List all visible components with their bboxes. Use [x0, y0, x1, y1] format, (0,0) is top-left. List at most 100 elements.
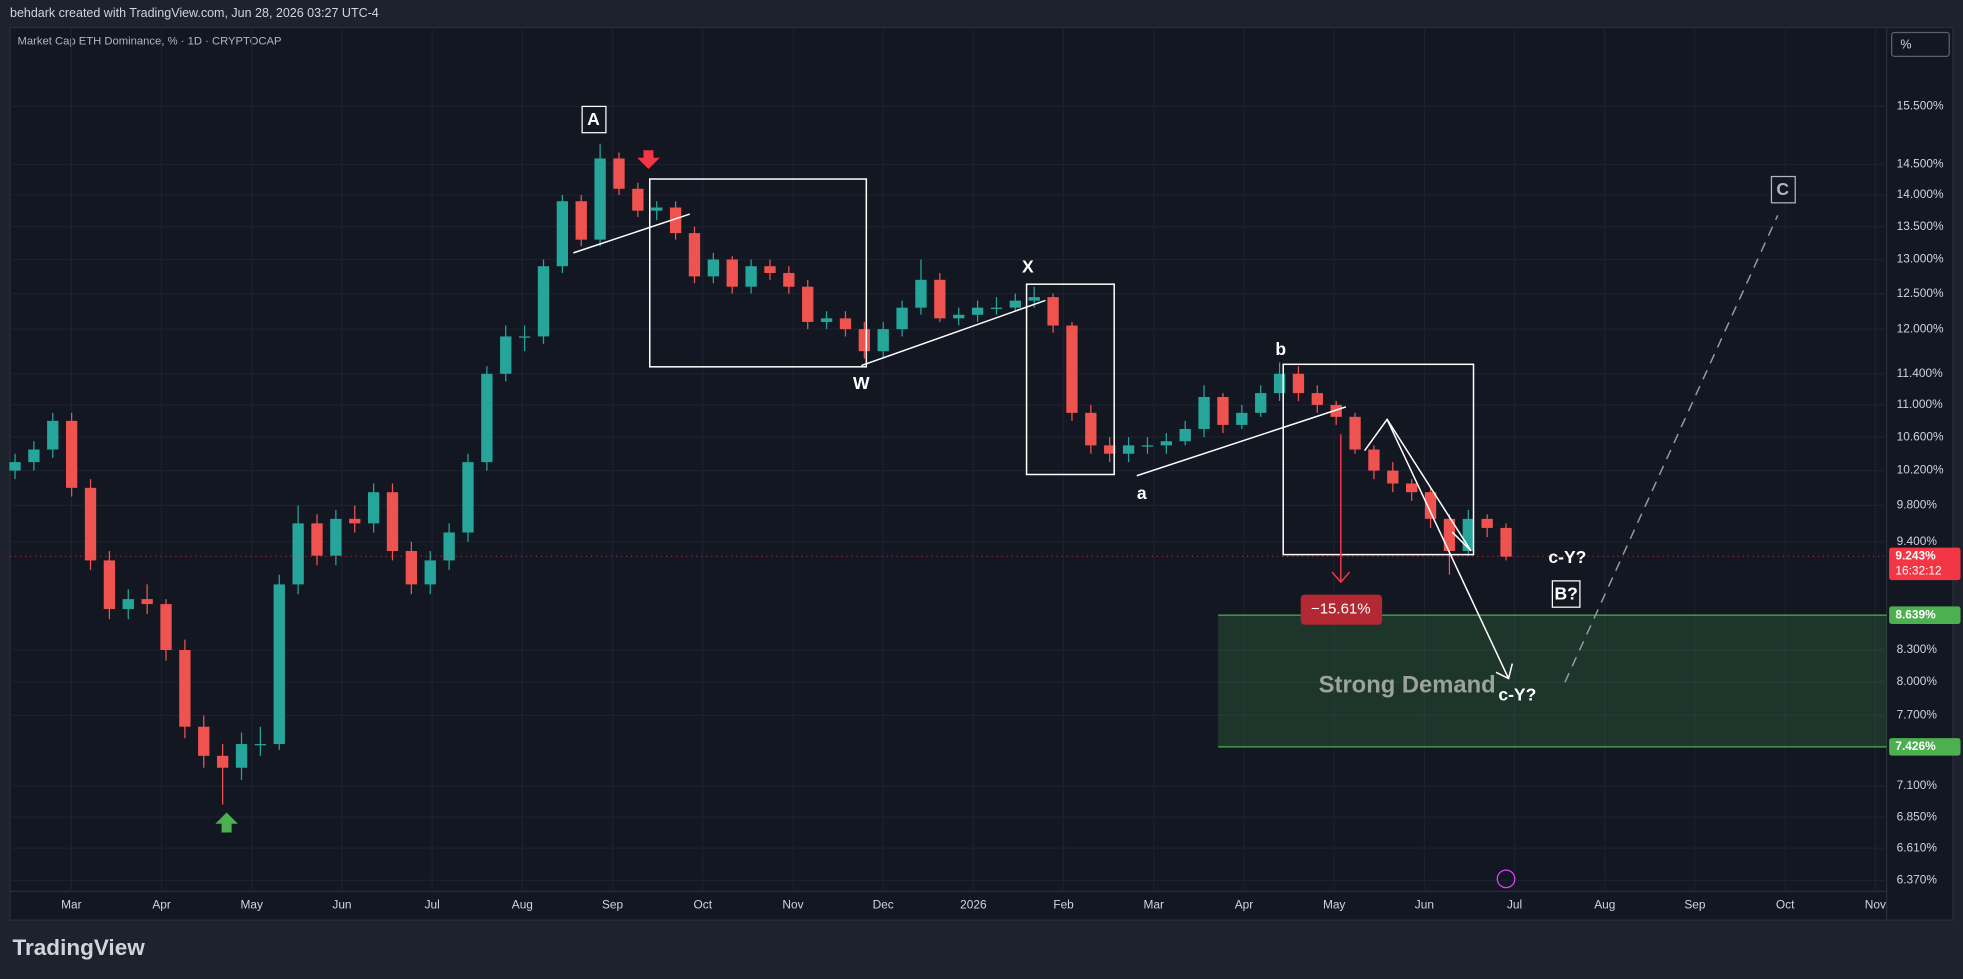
candle-body	[462, 462, 474, 533]
candle-body	[84, 487, 97, 561]
y-tick-label: 13.000%	[1897, 252, 1944, 266]
x-tick-label: Apr	[1235, 897, 1254, 911]
buy-arrow	[215, 812, 238, 833]
candle-body	[1311, 393, 1323, 405]
scale-button-label[interactable]: %	[1900, 37, 1911, 51]
y-tick-label: 11.000%	[1897, 397, 1943, 411]
candle-body	[1292, 373, 1305, 394]
candle-body	[537, 266, 550, 337]
chart-pane	[9, 26, 1954, 921]
x-tick-label: Jun	[332, 897, 351, 911]
candle-body	[1028, 297, 1040, 301]
y-tick-label: 15.500%	[1897, 99, 1944, 113]
y-tick-label: 14.500%	[1897, 157, 1944, 171]
candle-body	[556, 201, 569, 267]
candle-body	[934, 279, 946, 319]
candle-body	[1500, 527, 1512, 557]
candle-body	[1122, 445, 1135, 454]
x-tick-label: Mar	[1144, 897, 1164, 911]
candle-body	[839, 318, 852, 330]
y-tick-label: 6.610%	[1897, 840, 1938, 854]
candle-body	[632, 188, 644, 211]
candle-body	[254, 744, 267, 746]
y-tick-label: 8.300%	[1897, 642, 1938, 656]
x-tick-label: Aug	[512, 897, 533, 911]
candle-body	[424, 560, 436, 585]
candle-body	[65, 420, 78, 488]
candle-body	[707, 259, 720, 277]
x-tick-label: May	[1323, 897, 1345, 911]
candle-body	[198, 726, 210, 756]
candle-body	[1273, 373, 1286, 394]
candle-body	[1462, 518, 1474, 552]
alert-icon[interactable]	[1496, 869, 1516, 889]
candle-body	[613, 158, 625, 189]
candle-body	[518, 336, 531, 338]
box	[1282, 363, 1475, 556]
candle-body	[122, 599, 134, 610]
arrow-head	[1495, 663, 1514, 680]
candle-body	[990, 307, 1003, 309]
x-tick-label: Aug	[1594, 897, 1615, 911]
x-tick-label: Oct	[694, 897, 713, 911]
symbol-title: Market Cap ETH Dominance, % · 1D · CRYPT…	[18, 35, 282, 47]
measure-label: −15.61%	[1311, 601, 1371, 618]
x-tick-label: Oct	[1776, 897, 1795, 911]
y-tick-label: 8.000%	[1897, 674, 1938, 688]
wave-label: b	[1275, 339, 1286, 359]
candle-body	[688, 233, 701, 277]
candle-body	[1047, 297, 1059, 326]
wave-label: W	[853, 373, 870, 393]
candle-body	[764, 266, 776, 273]
candle-body	[1330, 404, 1342, 417]
x-tick-label: Dec	[873, 897, 894, 911]
wave-label: a	[1137, 483, 1147, 503]
candle-body	[1443, 518, 1456, 552]
zone-price-box	[1889, 738, 1961, 756]
label-box	[1551, 580, 1581, 608]
drawings: A W X a b c-Y? B? C c-Y? −15.61%	[215, 105, 1796, 889]
candle-body	[1255, 393, 1267, 413]
candle-body	[1009, 300, 1021, 308]
candle-body	[103, 560, 116, 610]
candle-body	[330, 518, 342, 556]
candle-body	[349, 518, 361, 524]
candle-body	[273, 584, 285, 745]
candle-body	[669, 207, 682, 234]
label-box	[581, 105, 607, 134]
wave-label: C	[1776, 179, 1789, 199]
scale-button[interactable]	[1891, 31, 1950, 57]
box	[1025, 283, 1115, 476]
candle-body	[1217, 397, 1229, 425]
x-tick-label: Feb	[1053, 897, 1074, 911]
candle-body	[651, 207, 663, 211]
x-tick-label: May	[241, 897, 263, 911]
candle-body	[28, 449, 40, 463]
y-tick-label: 10.200%	[1897, 463, 1944, 477]
wave-label: c-Y?	[1548, 547, 1586, 567]
candle-body	[141, 599, 153, 605]
candle-body	[726, 259, 738, 287]
candle-body	[802, 286, 814, 322]
candle-body	[1387, 470, 1399, 484]
measure-label-box	[1300, 594, 1383, 625]
y-tick-label: 11.400%	[1897, 366, 1943, 380]
y-tick-label: 9.400%	[1897, 534, 1938, 548]
y-tick-label: 7.700%	[1897, 707, 1938, 721]
x-tick-label: Jun	[1415, 897, 1434, 911]
candle-body	[594, 158, 606, 240]
credit: behdark created with TradingView.com, Ju…	[10, 6, 379, 20]
candle-body	[877, 329, 889, 352]
wave-path	[1363, 418, 1472, 552]
candle-body	[216, 755, 229, 768]
candle-body	[179, 650, 191, 727]
candle-body	[1406, 483, 1418, 493]
grid	[10, 27, 1887, 892]
candles	[9, 143, 1887, 805]
trend-line	[861, 299, 1046, 367]
projection	[1564, 215, 1779, 683]
candle-body	[745, 266, 757, 287]
candle-body	[292, 523, 304, 585]
measure-arrow	[1331, 571, 1351, 584]
